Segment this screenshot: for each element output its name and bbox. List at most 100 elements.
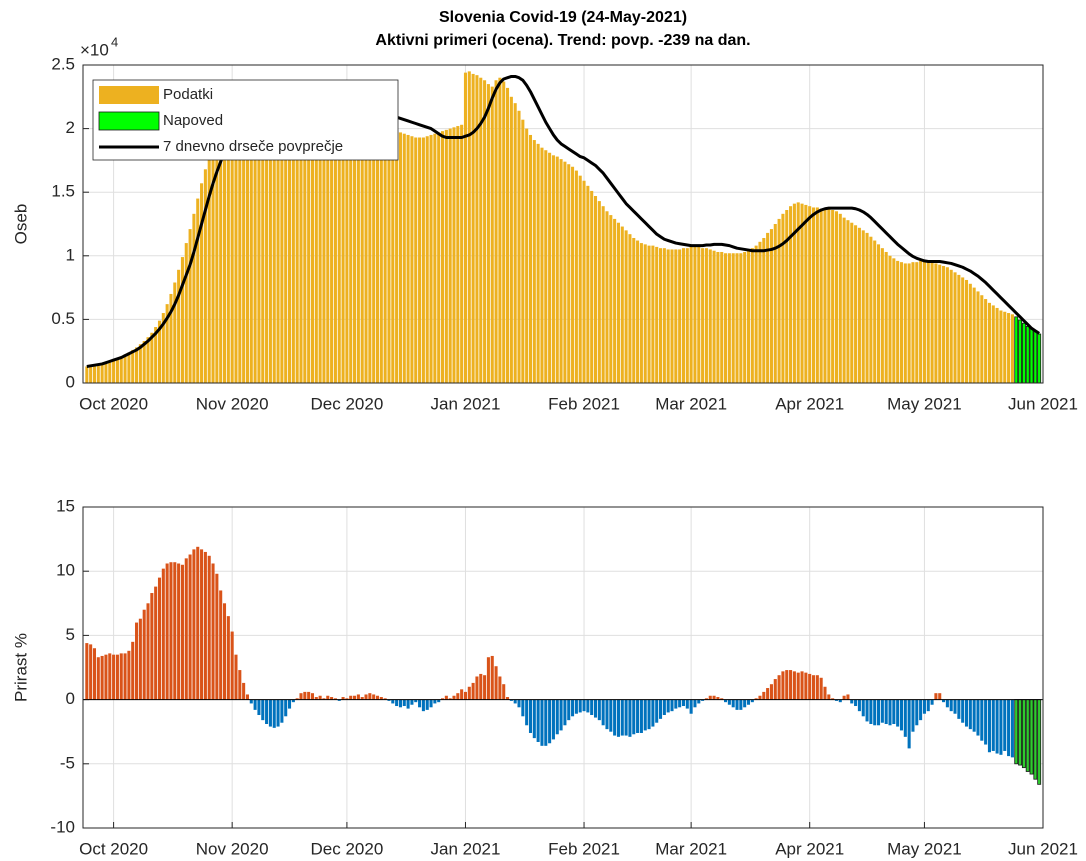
bar (540, 147, 544, 383)
bar (528, 699, 533, 733)
bar (261, 699, 265, 721)
bar (804, 204, 808, 383)
bar (1025, 325, 1030, 384)
bar (758, 241, 762, 383)
bar (961, 277, 965, 383)
y-tick-label: 0 (66, 689, 75, 708)
bar (108, 653, 112, 700)
bar (402, 133, 406, 383)
bar (364, 694, 368, 700)
y-tick-label: 5 (66, 625, 75, 644)
bar (222, 603, 227, 700)
bar (704, 698, 708, 700)
bar (284, 699, 288, 717)
bar (735, 699, 739, 710)
bar (375, 695, 380, 700)
bar (857, 699, 861, 712)
bar (429, 699, 433, 708)
chart-subtitle: Aktivni primeri (ocena). Trend: povp. -2… (375, 32, 750, 49)
bar (483, 675, 487, 700)
bar (609, 699, 613, 732)
bar (999, 310, 1003, 383)
bar (666, 249, 670, 383)
bar (104, 362, 108, 383)
bar (119, 356, 123, 383)
bar (949, 699, 953, 712)
bar (746, 699, 751, 705)
bar (815, 675, 819, 700)
bar (188, 229, 192, 383)
bar (1014, 699, 1019, 765)
bar (330, 117, 334, 383)
bar (945, 267, 949, 383)
bar (674, 699, 678, 709)
bar (414, 137, 418, 383)
bar (861, 230, 865, 383)
bar (704, 248, 708, 383)
bar (789, 206, 793, 383)
bar (827, 694, 831, 700)
bar (127, 650, 131, 700)
bar (731, 253, 735, 383)
bar (1007, 699, 1011, 757)
bar (318, 117, 322, 383)
bar (574, 170, 578, 383)
bar (720, 698, 724, 700)
bar (880, 248, 884, 383)
bar (467, 686, 471, 700)
bar (368, 122, 372, 384)
bar (345, 117, 349, 383)
bar (310, 119, 315, 384)
bar (291, 122, 295, 384)
bar (1018, 699, 1022, 766)
bar (762, 237, 766, 383)
bar (915, 699, 919, 726)
y-multiplier: ×10 (80, 40, 109, 59)
bar (112, 654, 116, 700)
bar (333, 115, 337, 383)
bar (479, 77, 483, 383)
bar (1003, 699, 1007, 751)
y-tick-label: 0 (66, 372, 75, 391)
bar (303, 691, 307, 700)
bar (525, 128, 529, 383)
bar (831, 210, 835, 383)
bar (498, 77, 502, 383)
bar (628, 699, 632, 737)
bar (643, 699, 647, 731)
bar (689, 246, 693, 383)
bar (1010, 314, 1014, 383)
bar (896, 699, 900, 727)
bar (177, 563, 181, 700)
plot-area (83, 507, 1043, 828)
bar (349, 695, 353, 700)
bar (899, 262, 904, 383)
bar (85, 643, 89, 700)
bar (938, 264, 942, 383)
bar (590, 190, 594, 383)
bar (911, 699, 915, 732)
bar (391, 129, 395, 383)
bar (414, 699, 418, 703)
bar (131, 349, 135, 383)
bar (922, 699, 926, 714)
bar (150, 593, 154, 700)
legend-swatch (99, 86, 159, 104)
bar (245, 694, 249, 700)
bar (984, 699, 988, 745)
bar (215, 137, 219, 383)
bar (678, 699, 682, 708)
x-tick-label: Mar 2021 (655, 394, 727, 413)
bar (582, 699, 586, 712)
bar (796, 672, 800, 700)
bar (942, 699, 946, 703)
bar (567, 164, 571, 383)
bar (295, 698, 299, 700)
bar (326, 695, 330, 700)
bar (92, 365, 97, 383)
x-tick-label: Nov 2020 (196, 394, 269, 413)
bar (731, 699, 735, 708)
bar (949, 269, 953, 383)
bar (127, 352, 131, 383)
x-tick-label: Jan 2021 (430, 839, 500, 858)
